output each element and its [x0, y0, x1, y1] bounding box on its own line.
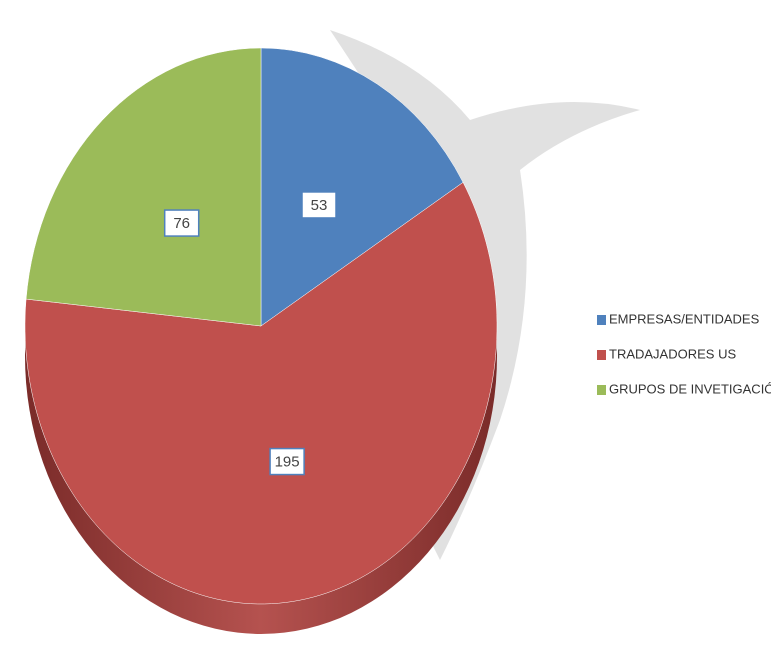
data-label: 76 — [163, 209, 200, 237]
pie-slice — [25, 47, 262, 327]
data-label-text: 53 — [311, 197, 328, 214]
pie-slice — [260, 47, 464, 327]
data-label: 195 — [269, 447, 305, 476]
data-label-box — [269, 447, 305, 476]
data-label: 53 — [301, 191, 337, 219]
legend-swatch — [597, 350, 606, 360]
legend-swatch — [597, 385, 606, 395]
data-label-text: 195 — [275, 454, 300, 471]
data-label-box — [163, 209, 200, 237]
legend-label: GRUPOS DE INVETIGACIÓN — [609, 381, 771, 396]
data-label-text: 76 — [173, 215, 190, 232]
legend-swatch — [597, 315, 606, 325]
pie-slice — [24, 181, 498, 605]
data-label-box — [301, 191, 337, 219]
legend-label: EMPRESAS/ENTIDADES — [609, 311, 760, 326]
legend-label: TRADAJADORES US — [609, 346, 736, 361]
